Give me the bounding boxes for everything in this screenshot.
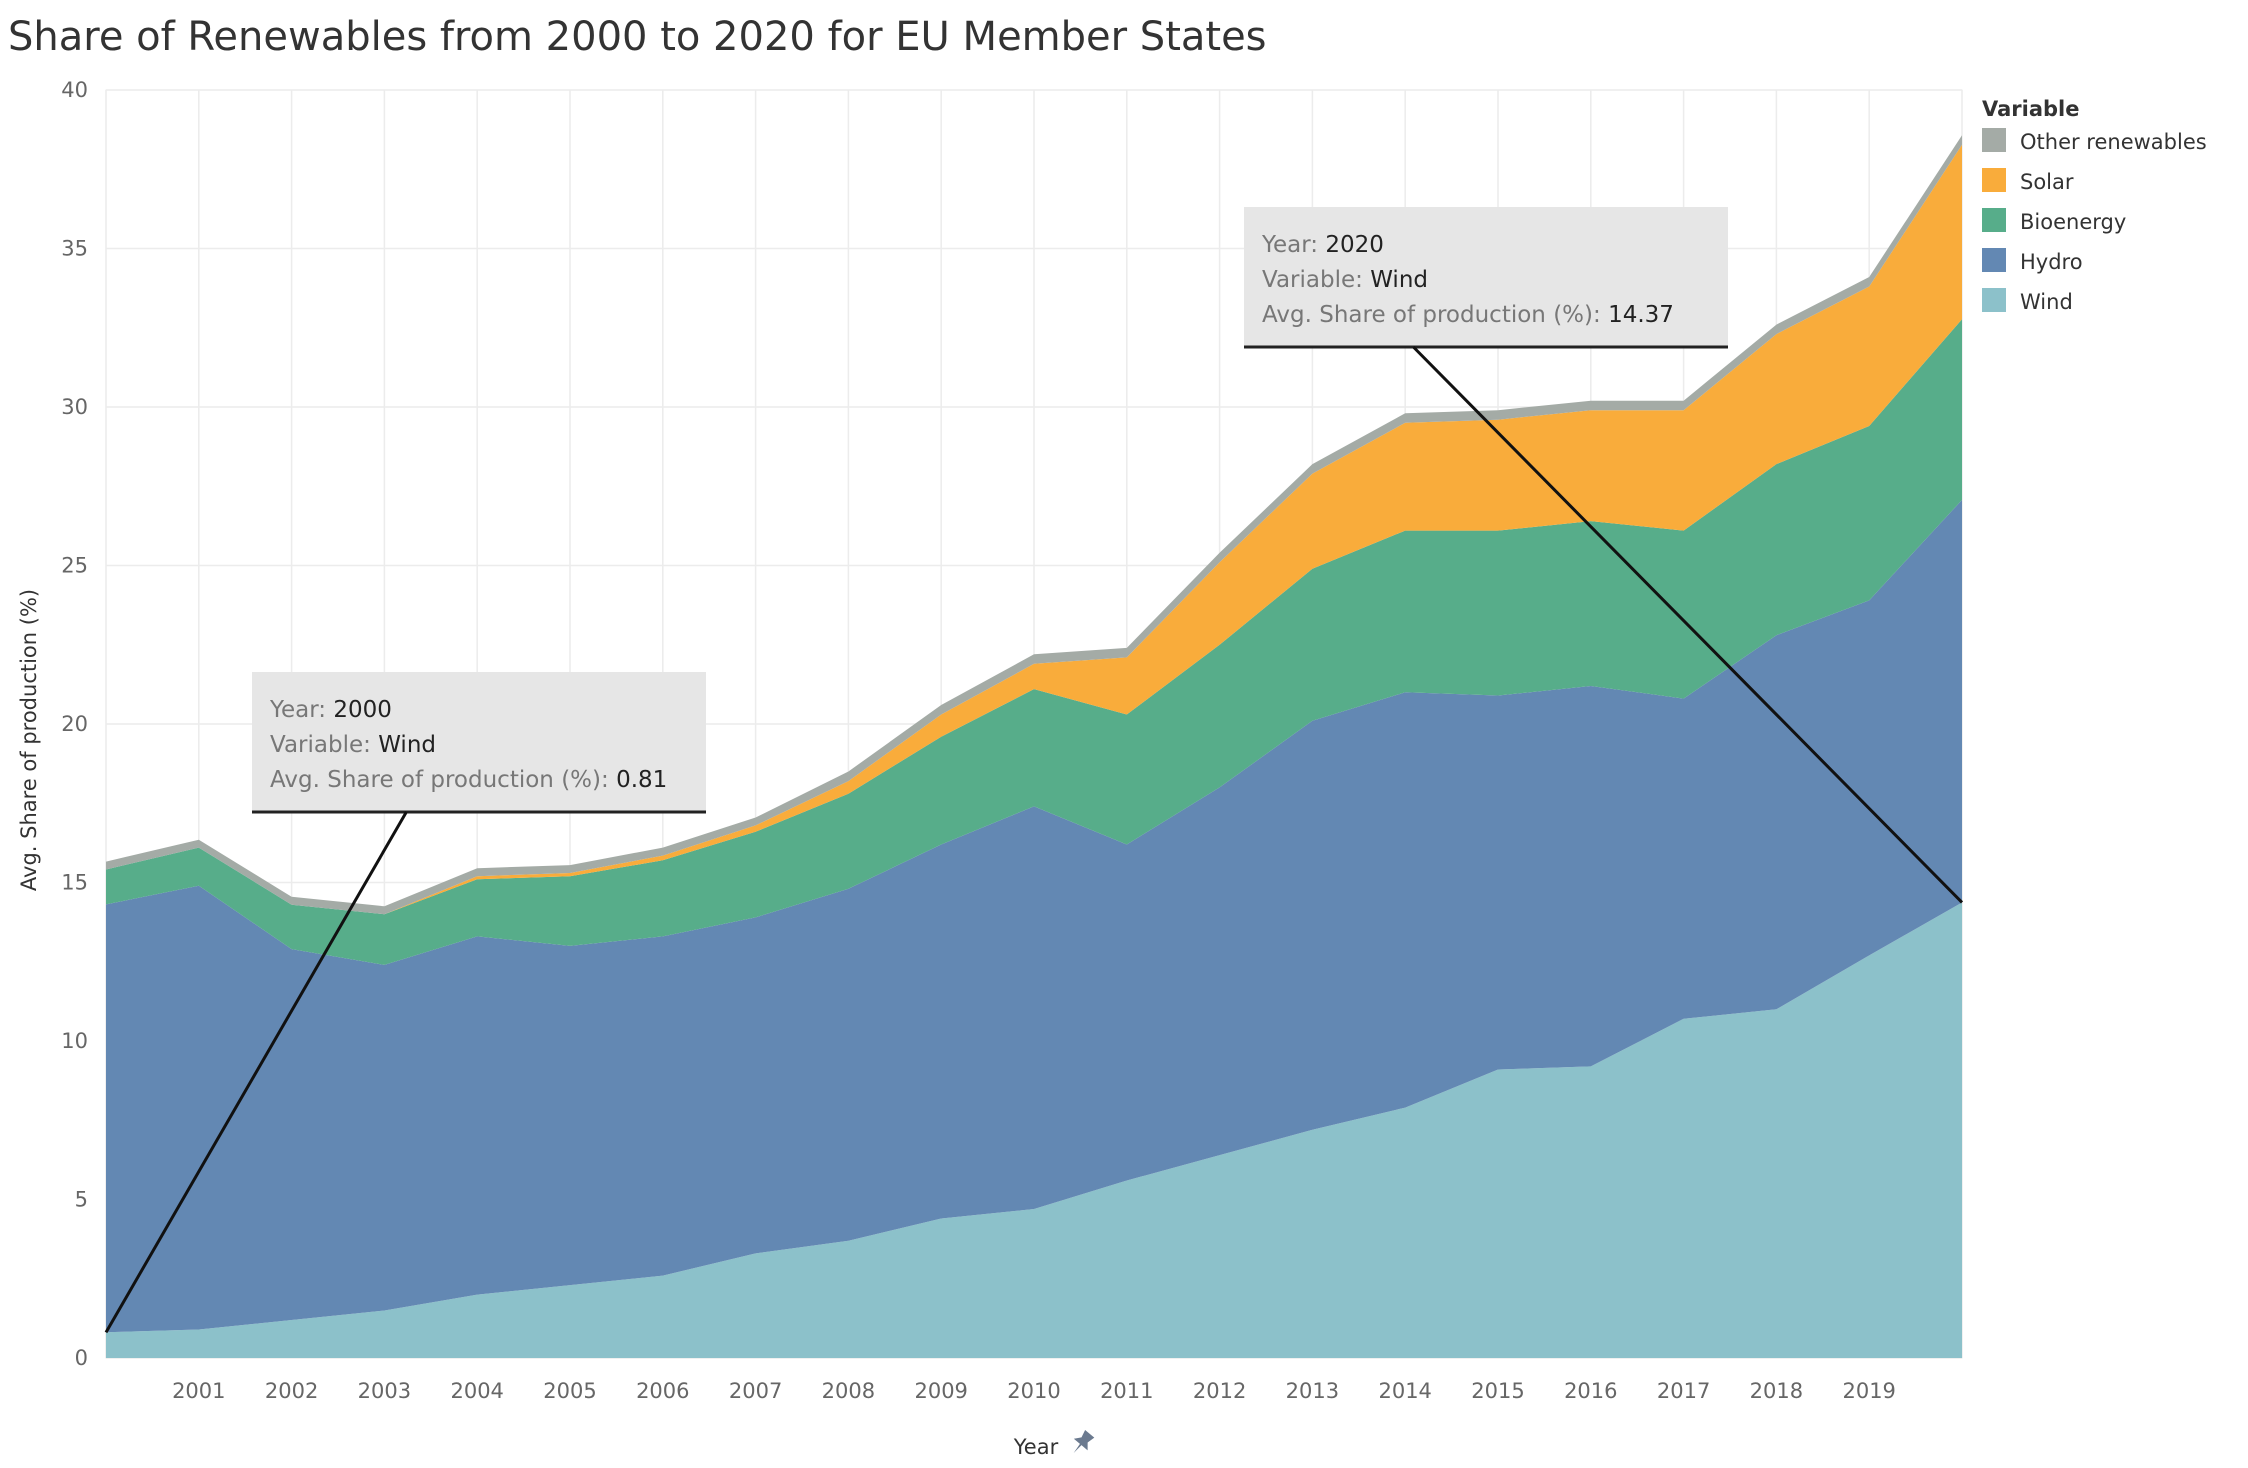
- legend-title: Variable: [1982, 97, 2079, 121]
- legend-item-hydro[interactable]: Hydro: [1982, 248, 2083, 274]
- y-tick-label: 25: [61, 554, 88, 578]
- annotations: Year: 2000 Variable: Wind Avg. Share of pr…: [104, 207, 1964, 1334]
- x-tick-label: 2010: [1007, 1379, 1060, 1403]
- x-tick-label: 2008: [822, 1379, 875, 1403]
- area-bioenergy[interactable]: [106, 319, 1962, 965]
- legend-label: Wind: [2020, 290, 2073, 314]
- tooltip-row: Year: 2000: [269, 697, 392, 723]
- y-axis-title: Avg. Share of production (%): [17, 589, 41, 891]
- legend: Variable Other renewables Solar Bioenergy H…: [1982, 97, 2207, 314]
- annotation-tooltip: Year: 2000 Variable: Wind Avg. Share of pr…: [104, 672, 706, 1334]
- area-wind[interactable]: [106, 902, 1962, 1359]
- legend-swatch: [1982, 208, 2006, 232]
- x-tick-label: 2006: [636, 1379, 689, 1403]
- legend-item-solar[interactable]: Solar: [1982, 168, 2074, 194]
- legend-swatch: [1982, 248, 2006, 272]
- area-hydro[interactable]: [106, 499, 1962, 1333]
- x-tick-label: 2019: [1842, 1379, 1895, 1403]
- legend-item-wind[interactable]: Wind: [1982, 288, 2073, 314]
- annotation-tooltip: Year: 2020 Variable: Wind Avg. Share of pr…: [1244, 207, 1964, 904]
- x-tick-label: 2005: [543, 1379, 596, 1403]
- tooltip-box: [1244, 207, 1728, 347]
- legend-label: Solar: [2020, 170, 2074, 194]
- tooltip-row: Avg. Share of production (%): 0.81: [270, 767, 667, 793]
- x-axis-title: Year: [1013, 1435, 1059, 1459]
- x-tick-label: 2004: [450, 1379, 503, 1403]
- x-axis-ticks: 2001 2002 2003 2004 2005 2006 2007 2008 2009 2010…: [172, 1379, 1896, 1403]
- legend-swatch: [1982, 168, 2006, 192]
- y-tick-label: 5: [75, 1188, 88, 1212]
- y-tick-label: 20: [61, 712, 88, 736]
- tooltip-row: Variable: Wind: [1262, 267, 1428, 293]
- annotation-leader-line: [1412, 345, 1964, 904]
- x-tick-label: 2017: [1657, 1379, 1710, 1403]
- pin-icon[interactable]: [1067, 1428, 1097, 1459]
- x-tick-label: 2018: [1750, 1379, 1803, 1403]
- x-tick-label: 2001: [172, 1379, 225, 1403]
- legend-item-other-renewables[interactable]: Other renewables: [1982, 128, 2207, 154]
- annotation-leader-line: [104, 811, 408, 1334]
- legend-swatch: [1982, 288, 2006, 312]
- tooltip-row: Year: 2020: [1261, 232, 1384, 258]
- x-tick-label: 2013: [1286, 1379, 1339, 1403]
- x-tick-label: 2012: [1193, 1379, 1246, 1403]
- x-tick-label: 2007: [729, 1379, 782, 1403]
- x-tick-label: 2016: [1564, 1379, 1617, 1403]
- legend-label: Other renewables: [2020, 130, 2207, 154]
- y-tick-label: 0: [75, 1346, 88, 1370]
- x-tick-label: 2003: [358, 1379, 411, 1403]
- x-tick-label: 2015: [1471, 1379, 1524, 1403]
- y-tick-label: 35: [61, 237, 88, 261]
- x-tick-label: 2009: [914, 1379, 967, 1403]
- y-tick-label: 15: [61, 871, 88, 895]
- chart-title: Share of Renewables from 2000 to 2020 fo…: [8, 14, 1267, 60]
- pin-shape: [1073, 1429, 1095, 1453]
- tooltip-box: [252, 672, 706, 812]
- y-tick-label: 40: [61, 78, 88, 102]
- tooltip-row: Avg. Share of production (%): 14.37: [1262, 302, 1674, 328]
- legend-swatch: [1982, 128, 2006, 152]
- legend-item-bioenergy[interactable]: Bioenergy: [1982, 208, 2126, 234]
- x-tick-label: 2014: [1378, 1379, 1431, 1403]
- y-axis-ticks: 0 5 10 15 20 25 30 35 40: [61, 78, 88, 1370]
- area-series[interactable]: [106, 135, 1962, 1358]
- x-tick-label: 2011: [1100, 1379, 1153, 1403]
- y-tick-label: 30: [61, 395, 88, 419]
- legend-label: Hydro: [2020, 250, 2083, 274]
- tooltip-row: Variable: Wind: [270, 732, 436, 758]
- x-tick-label: 2002: [265, 1379, 318, 1403]
- legend-label: Bioenergy: [2020, 210, 2126, 234]
- y-tick-label: 10: [61, 1029, 88, 1053]
